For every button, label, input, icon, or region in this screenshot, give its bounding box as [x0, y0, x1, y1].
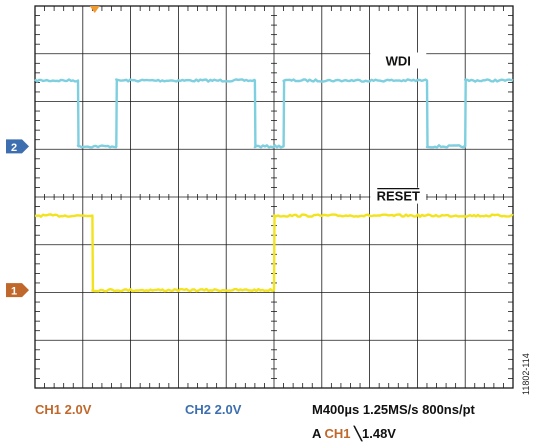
channel-marker-label: 1: [11, 286, 17, 298]
markers: 21: [6, 6, 100, 298]
graticule: [34, 5, 514, 389]
trigger-level: 1.48V: [362, 426, 396, 441]
trigger-source: CH1: [324, 426, 351, 441]
series-label-bg: [370, 52, 427, 69]
traces: [34, 78, 514, 293]
channel-marker-label: 2: [11, 142, 17, 154]
trigger-position-marker: [89, 6, 100, 13]
trigger-label: A CH1 ╲1.48V: [312, 426, 396, 442]
series-label-wdi: WDI: [386, 53, 411, 68]
channel-marker-arrow: [22, 139, 29, 154]
trigger-prefix: A: [312, 426, 325, 441]
series-label-bg: [370, 187, 427, 204]
trace-labels: WDI RESET: [370, 52, 427, 204]
trigger-slope-icon: ╲: [354, 426, 362, 441]
ch1-scale-label: CH1 2.0V: [35, 402, 92, 417]
ch2-scale-label: CH2 2.0V: [185, 402, 242, 417]
channel-marker-2: [6, 139, 22, 154]
channel-marker-1: [6, 283, 22, 298]
trace-wdi: [34, 78, 514, 149]
series-label-reset: RESET: [377, 189, 420, 204]
figure-id: 11802-114: [521, 353, 531, 395]
channel-marker-arrow: [22, 283, 29, 298]
timebase-label: M400µs 1.25MS/s 800ns/pt: [312, 402, 475, 417]
trace-reset: [34, 213, 514, 293]
